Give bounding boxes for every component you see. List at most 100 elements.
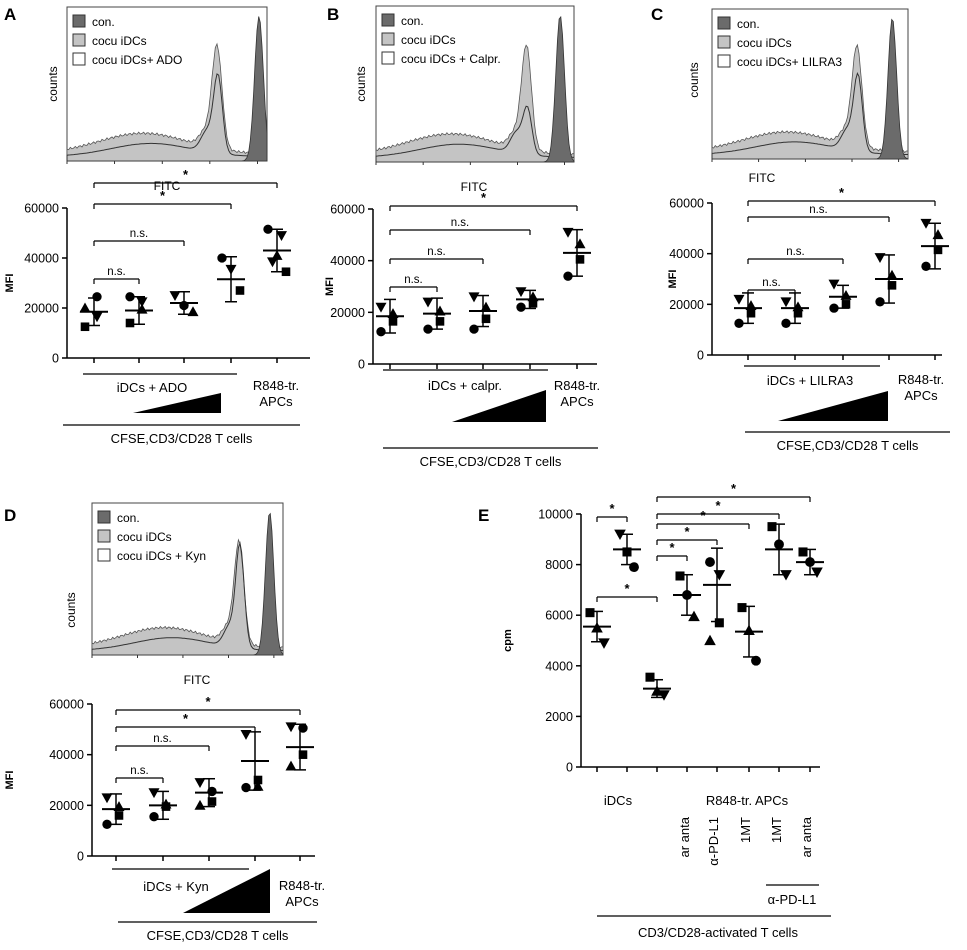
legend-con: con. bbox=[92, 15, 115, 29]
histogram-y-label: counts bbox=[354, 66, 368, 101]
data-point-inverted-triangle bbox=[194, 778, 206, 789]
y-tick-label: 0 bbox=[566, 761, 573, 775]
data-point-square bbox=[481, 314, 491, 324]
significance-bracket: n.s. bbox=[389, 274, 438, 292]
data-point-inverted-triangle bbox=[276, 231, 287, 241]
data-point-triangle bbox=[434, 305, 446, 316]
legend-con-swatch bbox=[717, 16, 731, 30]
data-point-triangle bbox=[527, 291, 539, 302]
data-point-square bbox=[253, 775, 263, 785]
significance-bracket: * bbox=[656, 481, 811, 502]
y-tick-label: 60000 bbox=[330, 203, 365, 217]
histogram-x-label: FITC bbox=[461, 180, 488, 194]
data-point-inverted-triangle bbox=[136, 297, 148, 308]
y-tick-label: 0 bbox=[77, 850, 84, 864]
y-tick-label: 0 bbox=[358, 358, 365, 372]
histogram-x-label: FITC bbox=[154, 179, 181, 193]
data-point-square bbox=[235, 286, 245, 295]
group1-label: iDCs bbox=[604, 793, 633, 808]
data-point-square bbox=[80, 322, 90, 332]
treatment-label: 1MT bbox=[738, 817, 753, 843]
legend-treatment: cocu iDCs + Calpr. bbox=[401, 52, 501, 66]
significance-bracket: * bbox=[93, 167, 278, 188]
histogram-con bbox=[712, 18, 909, 160]
data-point-circle bbox=[376, 327, 386, 337]
significance-star: * bbox=[731, 481, 737, 496]
significance-bracket: * bbox=[656, 524, 718, 545]
data-point-square bbox=[645, 672, 655, 682]
legend-cocu-idcs: cocu iDCs bbox=[401, 33, 456, 47]
legend-treatment-swatch bbox=[72, 52, 86, 66]
data-point-square bbox=[622, 547, 632, 557]
data-point-triangle bbox=[252, 780, 264, 791]
data-point-triangle bbox=[792, 301, 804, 312]
significance-bracket: n.s. bbox=[747, 204, 890, 222]
histogram-x-label: FITC bbox=[184, 673, 211, 687]
histogram-con bbox=[376, 15, 575, 163]
histogram-y-label: counts bbox=[64, 592, 78, 627]
group-5 bbox=[920, 218, 949, 272]
data-point-inverted-triangle bbox=[562, 227, 574, 238]
data-point-inverted-triangle bbox=[920, 218, 932, 229]
y-tick-label: 60000 bbox=[24, 202, 59, 216]
legend-cocu-idcs: cocu iDCs bbox=[117, 530, 172, 544]
group-1 bbox=[101, 793, 130, 830]
group-1 bbox=[375, 298, 404, 337]
data-point-triangle bbox=[194, 799, 206, 810]
data-point-triangle bbox=[704, 634, 716, 646]
significance-bracket: * bbox=[596, 581, 658, 602]
significance-star: * bbox=[624, 581, 630, 596]
y-tick-label: 60000 bbox=[49, 698, 84, 712]
data-point-square bbox=[798, 547, 808, 557]
data-point-inverted-triangle bbox=[780, 570, 792, 581]
concentration-wedge bbox=[183, 869, 270, 913]
significance-bracket: * bbox=[115, 711, 256, 732]
significance-star: * bbox=[700, 508, 706, 523]
control-label: APCs bbox=[560, 394, 594, 409]
significance-ns: n.s. bbox=[809, 204, 828, 216]
significance-star: * bbox=[205, 694, 211, 709]
histogram-cocu-idcs bbox=[375, 44, 575, 163]
group-4 bbox=[217, 253, 245, 303]
significance-star: * bbox=[481, 190, 487, 205]
group-2 bbox=[422, 297, 451, 334]
data-point-inverted-triangle bbox=[422, 297, 434, 308]
data-point-inverted-triangle bbox=[874, 253, 886, 263]
significance-star: * bbox=[183, 711, 189, 726]
sub-bracket-label: α-PD-L1 bbox=[768, 892, 817, 907]
control-label: R848-tr. bbox=[279, 878, 325, 893]
group-1 bbox=[733, 292, 762, 329]
group-5 bbox=[285, 722, 314, 771]
data-point-inverted-triangle bbox=[780, 297, 792, 308]
data-point-square bbox=[161, 802, 171, 811]
legend-cocu-idcs-swatch bbox=[97, 529, 111, 543]
significance-bracket: n.s. bbox=[93, 266, 140, 284]
data-point-inverted-triangle bbox=[713, 570, 726, 581]
y-tick-label: 60000 bbox=[669, 197, 704, 211]
histogram-panel-D: con. cocu iDCs cocu iDCs + Kyn FITC counts bbox=[64, 502, 284, 687]
y-tick-label: 40000 bbox=[330, 254, 365, 268]
histogram-x-label: FITC bbox=[749, 171, 776, 185]
control-label: APCs bbox=[285, 894, 319, 909]
data-point-triangle bbox=[886, 269, 898, 280]
concentration-wedge bbox=[133, 393, 221, 413]
significance-bracket: * bbox=[656, 508, 750, 529]
tcell-label: CFSE,CD3/CD28 T cells bbox=[420, 454, 562, 469]
histogram-panel-B: con. cocu iDCs cocu iDCs + Calpr. FITC count… bbox=[354, 5, 575, 194]
treatment-label: iDCs + ADO bbox=[117, 380, 187, 395]
significance-bracket: * bbox=[596, 501, 628, 522]
dotplot-panel-A: 0 20000 40000 60000 MFI n.s. n.s. * * bbox=[4, 167, 310, 366]
significance-bracket: * bbox=[93, 188, 232, 209]
dotplot-panel-E: 0 2000 4000 6000 8000 10000 cpm * * * * * * * bbox=[502, 481, 824, 775]
data-point-square bbox=[793, 308, 803, 318]
data-point-inverted-triangle bbox=[375, 302, 387, 313]
control-label: APCs bbox=[259, 394, 293, 409]
dotplot-panel-B: 0 20000 40000 60000 MFI n.s. n.s. n.s. * bbox=[324, 190, 597, 372]
histogram-treatment bbox=[66, 73, 267, 161]
significance-ns: n.s. bbox=[762, 277, 781, 289]
data-point-triangle bbox=[840, 289, 852, 300]
significance-bracket: n.s. bbox=[115, 765, 164, 783]
data-point-triangle bbox=[285, 760, 297, 771]
y-tick-label: 6000 bbox=[545, 609, 573, 623]
significance-ns: n.s. bbox=[130, 228, 149, 240]
